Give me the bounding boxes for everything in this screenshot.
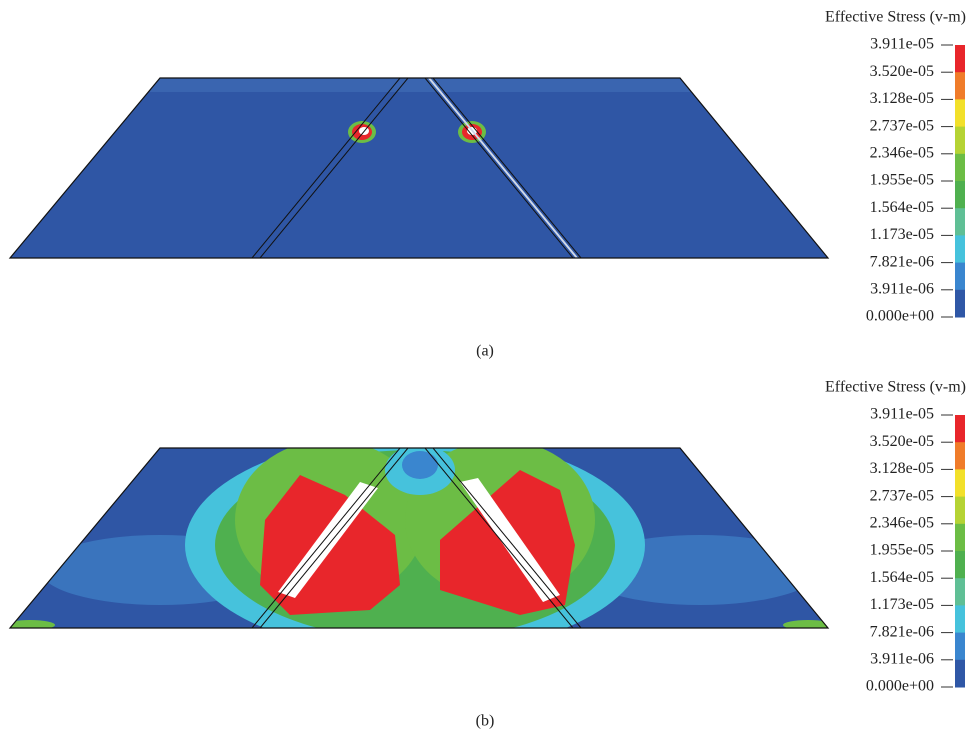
- colorbar-segment: [955, 660, 965, 688]
- colorbar-segment: [955, 469, 965, 497]
- colorbar-label: 3.128e-05: [870, 460, 934, 477]
- colorbar-label: 3.911e-05: [870, 36, 934, 53]
- colorbar-label: 1.564e-05: [870, 199, 934, 216]
- colorbar-label: 3.520e-05: [870, 63, 934, 80]
- colorbar-label: 3.520e-05: [870, 433, 934, 450]
- colorbar-segment: [955, 235, 965, 263]
- colorbar-segment: [955, 290, 965, 318]
- colorbar-label: 1.173e-05: [870, 596, 934, 613]
- colorbar-label: 7.821e-06: [870, 253, 934, 270]
- colorbar-segment: [955, 578, 965, 606]
- colorbar-label: 3.911e-05: [870, 406, 934, 423]
- colorbar-label: 2.346e-05: [870, 514, 934, 531]
- colorbar-label: 2.737e-05: [870, 117, 934, 134]
- colorbar-segment: [955, 72, 965, 100]
- panel-b: Effective Stress (v-m) 3.911e-05 3.520e-05…: [0, 379, 966, 730]
- colorbar-segment: [955, 442, 965, 470]
- colorbar-label: 7.821e-06: [870, 623, 934, 640]
- colorbar-segment: [955, 524, 965, 552]
- colorbar-label: 2.737e-05: [870, 487, 934, 504]
- colorbar-segment: [955, 208, 965, 236]
- colorbar-segment: [955, 263, 965, 291]
- colorbar-label: 1.955e-05: [870, 542, 934, 559]
- colorbar-label: 3.911e-06: [870, 650, 934, 667]
- panel-a: Effective Stress (v-m) 3.911e-05 3.520e-05…: [0, 9, 966, 360]
- caption: (b): [476, 713, 495, 730]
- colorbar-segment: [955, 605, 965, 633]
- legend-title: Effective Stress (v-m): [825, 9, 966, 26]
- colorbar-segment: [955, 154, 965, 182]
- contour-plot: [0, 435, 840, 655]
- legend-title: Effective Stress (v-m): [825, 379, 966, 396]
- colorbar-segment: [955, 633, 965, 661]
- colorbar-segment: [955, 551, 965, 579]
- colorbar-label: 1.955e-05: [870, 172, 934, 189]
- figure: Effective Stress (v-m) 3.911e-05 3.520e-05…: [0, 0, 970, 743]
- colorbar-label: 1.564e-05: [870, 569, 934, 586]
- colorbar-label: 3.128e-05: [870, 90, 934, 107]
- colorbar-segment: [955, 497, 965, 525]
- colorbar-label: 1.173e-05: [870, 226, 934, 243]
- colorbar-label: 2.346e-05: [870, 144, 934, 161]
- caption: (a): [476, 343, 494, 360]
- colorbar-segment: [955, 415, 965, 443]
- colorbar-segment: [955, 127, 965, 155]
- colorbar-segment: [955, 99, 965, 127]
- colorbar-label: 0.000e+00: [866, 308, 934, 325]
- colorbar-segment: [955, 181, 965, 209]
- colorbar-segment: [955, 45, 965, 73]
- colorbar-label: 0.000e+00: [866, 678, 934, 695]
- colorbar-label: 3.911e-06: [870, 280, 934, 297]
- contour-plot: [0, 70, 840, 270]
